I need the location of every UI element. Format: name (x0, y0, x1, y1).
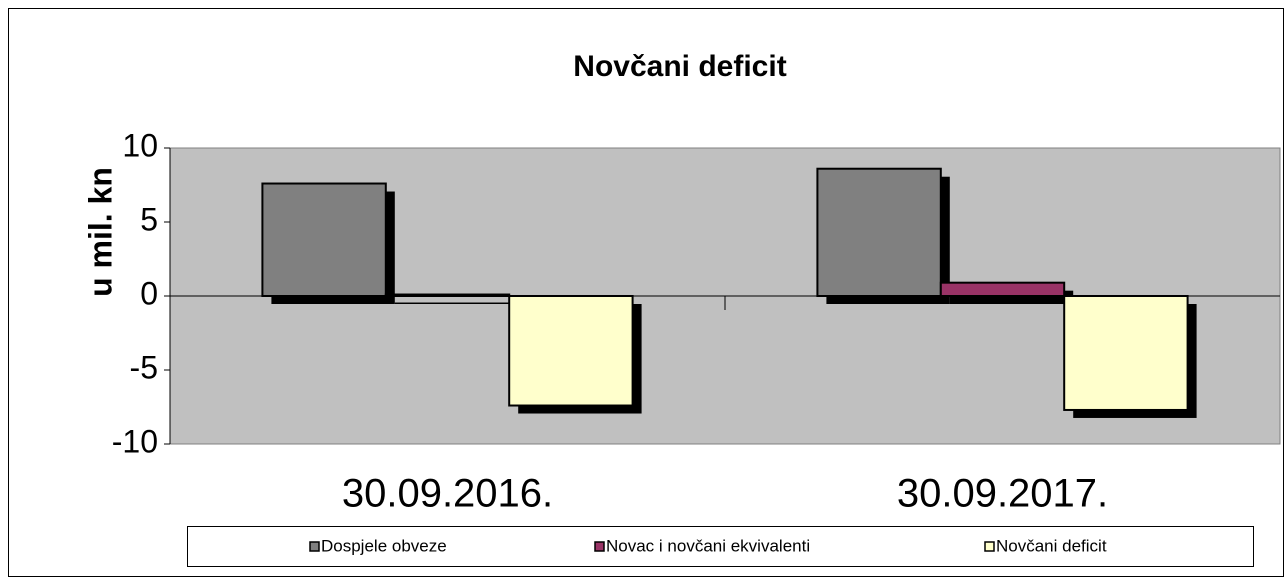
x-tick-label: 30.09.2016. (342, 472, 553, 516)
y-tick-label: 5 (140, 201, 158, 237)
bar (508, 295, 634, 407)
bar (1063, 295, 1189, 411)
legend-label: Dospjele obveze (321, 536, 447, 555)
legend-box (187, 526, 1254, 567)
legend-swatch (594, 541, 605, 552)
legend-swatch (984, 541, 995, 552)
y-tick-label: 10 (122, 127, 158, 163)
bar (816, 167, 942, 297)
bar (261, 182, 387, 298)
legend-label: Novac i novčani ekvivalenti (606, 536, 810, 555)
legend-label: Novčani deficit (996, 536, 1107, 555)
legend-swatch (309, 541, 320, 552)
y-tick-label: 0 (140, 275, 158, 311)
y-tick-label: -10 (112, 423, 158, 459)
x-tick-label: 30.09.2017. (897, 472, 1108, 516)
bar (939, 281, 1066, 297)
y-axis-label: u mil. kn (82, 167, 118, 297)
chart-title: Novčani deficit (573, 50, 786, 83)
bar-shadow (394, 302, 519, 304)
y-tick-label: -5 (130, 349, 158, 385)
